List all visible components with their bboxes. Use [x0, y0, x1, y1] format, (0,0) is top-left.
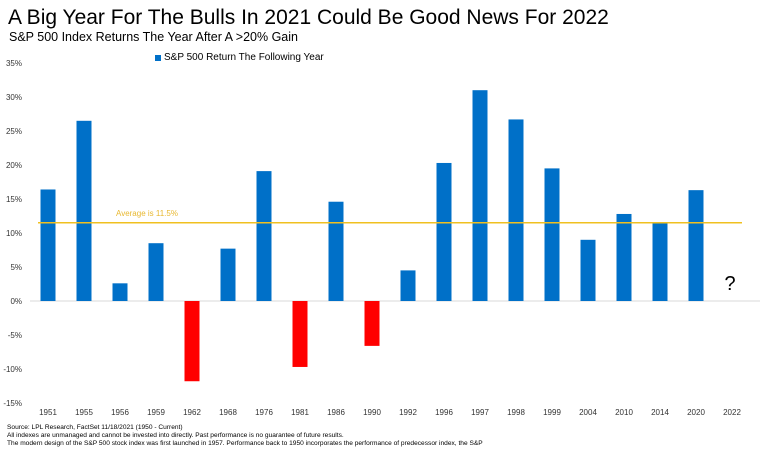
x-tick-label: 1996: [435, 408, 453, 417]
bar-1956: [112, 283, 128, 301]
annotation-question-mark: ?: [724, 273, 735, 295]
bar-1968: [220, 248, 236, 301]
x-tick-label: 1959: [147, 408, 165, 417]
y-tick-label: -15%: [3, 399, 22, 408]
x-tick-label: 2004: [579, 408, 597, 417]
footnote-methodology: The modern design of the S&P 500 stock i…: [7, 440, 483, 447]
y-tick-label: 0%: [10, 297, 22, 306]
x-tick-label: 2020: [687, 408, 705, 417]
footnote-disclaimer: All indexes are unmanaged and cannot be …: [7, 432, 344, 439]
x-tick-label: 1997: [471, 408, 489, 417]
bar-2014: [652, 223, 668, 301]
x-tick-label: 1986: [327, 408, 345, 417]
bar-1998: [508, 119, 524, 301]
bar-1986: [328, 201, 344, 301]
x-tick-label: 1955: [75, 408, 93, 417]
legend-swatch: [155, 54, 161, 61]
x-tick-label: 1951: [39, 408, 57, 417]
footnote-source: Source: LPL Research, FactSet 11/18/2021…: [7, 424, 183, 431]
legend: S&P 500 Return The Following Year: [155, 52, 324, 63]
x-tick-label: 1990: [363, 408, 381, 417]
bar-1959: [148, 243, 164, 301]
y-tick-label: 5%: [10, 263, 22, 272]
bar-2004: [580, 239, 596, 301]
bar-1996: [436, 162, 452, 301]
y-tick-label: 25%: [6, 127, 22, 136]
y-tick-label: 15%: [6, 195, 22, 204]
bar-1951: [40, 189, 56, 301]
y-tick-label: 35%: [6, 59, 22, 68]
x-tick-label: 1998: [507, 408, 525, 417]
x-tick-label: 2022: [723, 408, 741, 417]
y-tick-label: 30%: [6, 93, 22, 102]
bar-1999: [544, 168, 560, 301]
bar-1990: [364, 301, 380, 346]
bar-1992: [400, 270, 416, 301]
bar-1981: [292, 301, 308, 367]
chart-subtitle: S&P 500 Index Returns The Year After A >…: [9, 30, 298, 44]
bar-1997: [472, 90, 488, 301]
x-tick-label: 1981: [291, 408, 309, 417]
y-tick-label: 10%: [6, 229, 22, 238]
x-tick-label: 2010: [615, 408, 633, 417]
x-tick-label: 1992: [399, 408, 417, 417]
y-tick-label: -10%: [3, 365, 22, 374]
x-tick-label: 1968: [219, 408, 237, 417]
x-tick-label: 1976: [255, 408, 273, 417]
bar-1962: [184, 301, 200, 382]
x-tick-label: 1962: [183, 408, 201, 417]
average-label: Average is 11.5%: [116, 209, 178, 218]
bar-1976: [256, 171, 272, 301]
x-tick-label: 1956: [111, 408, 129, 417]
y-tick-label: -5%: [8, 331, 22, 340]
y-tick-label: 20%: [6, 161, 22, 170]
bar-2020: [688, 190, 704, 301]
legend-label: S&P 500 Return The Following Year: [164, 52, 324, 63]
chart-title: A Big Year For The Bulls In 2021 Could B…: [8, 6, 609, 29]
x-tick-label: 2014: [651, 408, 669, 417]
bar-1955: [76, 120, 92, 301]
x-tick-label: 1999: [543, 408, 561, 417]
bar-2010: [616, 213, 632, 301]
